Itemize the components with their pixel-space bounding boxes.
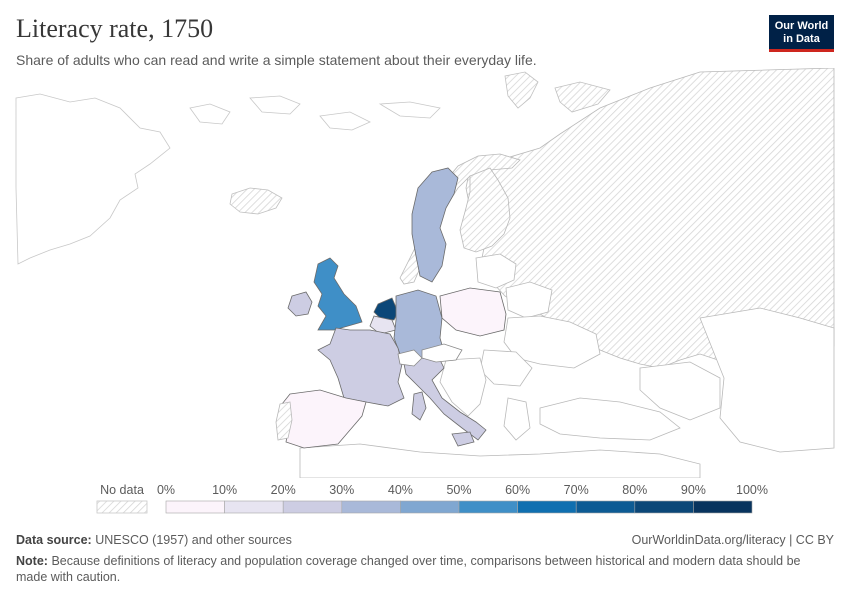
legend-bin[interactable]: [400, 500, 460, 514]
legend-ticks: 0% 10% 20% 30% 40% 50% 60% 70% 80% 90% 100%: [157, 483, 768, 497]
source-link[interactable]: OurWorldinData.org/literacy | CC BY: [631, 533, 834, 547]
region-turkey: [539, 397, 681, 441]
legend-bin[interactable]: [634, 500, 694, 514]
region-north-africa: [299, 443, 701, 478]
map: [15, 68, 835, 478]
legend-bin[interactable]: [282, 500, 343, 514]
legend-tick-label: 90%: [681, 483, 706, 497]
source-line: Data source: UNESCO (1957) and other sou…: [16, 533, 834, 547]
country-sweden[interactable]: [411, 167, 459, 283]
region-portugal[interactable]: [275, 401, 293, 441]
legend: No data 0% 10% 20% 30% 40% 50% 60% 70% 80% 90% 100…: [96, 483, 768, 514]
note-label: Note:: [16, 554, 48, 568]
logo-line-1: Our World: [774, 20, 829, 32]
legend-bin[interactable]: [165, 500, 225, 514]
arctic-island-2: [249, 95, 301, 115]
region-greece: [503, 397, 531, 441]
region-iceland[interactable]: [229, 187, 283, 215]
legend-tick-label: 40%: [388, 483, 413, 497]
greenland-outline: [15, 93, 171, 265]
region-belarus: [505, 281, 553, 319]
data-countries: [281, 167, 507, 449]
region-baltics: [475, 253, 517, 289]
owid-logo[interactable]: Our World in Data: [769, 15, 834, 52]
chart-title: Literacy rate, 1750: [16, 14, 214, 43]
country-united-kingdom[interactable]: [313, 257, 363, 331]
legend-tick-label: 60%: [505, 483, 530, 497]
legend-tick-label: 70%: [564, 483, 589, 497]
legend-tick-label: 10%: [212, 483, 237, 497]
legend-bins: [165, 500, 753, 514]
legend-tick-label: 30%: [329, 483, 354, 497]
source-label: Data source:: [16, 533, 92, 547]
country-france[interactable]: [317, 327, 405, 407]
legend-bin[interactable]: [458, 500, 518, 514]
legend-bin[interactable]: [517, 500, 577, 514]
region-finland[interactable]: [459, 167, 511, 253]
source-text: UNESCO (1957) and other sources: [95, 533, 292, 547]
arctic-island-3: [319, 111, 371, 131]
legend-no-data-swatch: [96, 500, 148, 514]
chart-subtitle: Share of adults who can read and write a…: [16, 52, 537, 68]
region-novaya-zemlya[interactable]: [554, 81, 611, 113]
legend-tick-label: 100%: [736, 483, 768, 497]
legend-tick-label: 80%: [622, 483, 647, 497]
legend-bin[interactable]: [693, 500, 753, 514]
legend-no-data-label: No data: [100, 483, 144, 497]
country-ireland[interactable]: [287, 291, 313, 317]
country-sicily[interactable]: [451, 431, 475, 447]
note: Note: Because definitions of literacy an…: [16, 553, 816, 585]
region-middle-east: [639, 361, 721, 421]
region-ukraine: [503, 315, 601, 369]
logo-line-2: in Data: [783, 33, 820, 45]
eastern-europe-blank: [299, 253, 835, 478]
legend-bin[interactable]: [575, 500, 636, 514]
country-belgium[interactable]: [369, 315, 397, 335]
region-svalbard[interactable]: [504, 71, 539, 109]
arctic-island-4: [378, 101, 441, 119]
region-balkans: [439, 357, 487, 417]
legend-tick-label: 20%: [271, 483, 296, 497]
legend-bin[interactable]: [224, 500, 284, 514]
country-italy[interactable]: [403, 357, 487, 441]
legend-tick-label: 0%: [157, 483, 175, 497]
alpine-blank: [397, 343, 463, 367]
country-poland[interactable]: [439, 287, 507, 337]
arctic-island-1: [189, 103, 231, 125]
region-switzerland: [397, 349, 423, 367]
region-austria: [421, 343, 463, 363]
legend-bin[interactable]: [341, 500, 401, 514]
arctic-coastlines: [15, 93, 441, 265]
region-central-asia: [699, 307, 835, 453]
country-netherlands[interactable]: [373, 297, 399, 321]
legend-tick-label: 50%: [446, 483, 471, 497]
country-sardinia[interactable]: [411, 391, 427, 421]
note-text: Because definitions of literacy and popu…: [16, 554, 801, 584]
